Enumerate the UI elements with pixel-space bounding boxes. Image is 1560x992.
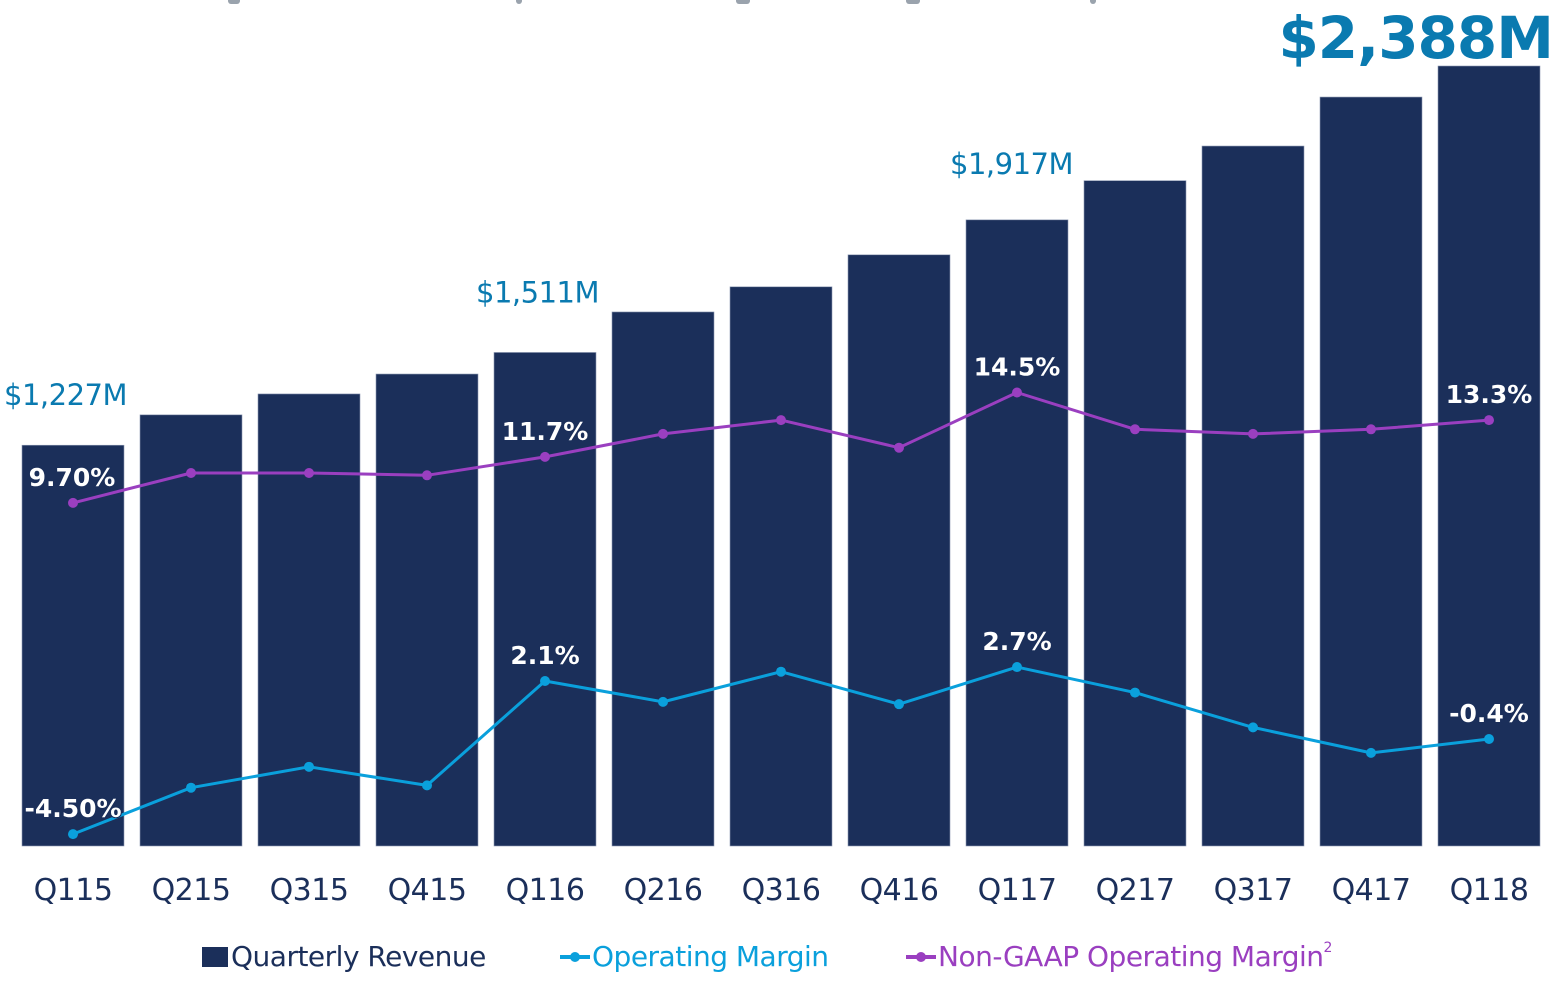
legend-item-non-gaap-operating-margin[interactable]: Non-GAAP Operating Margin2 [906,940,1332,973]
revenue-bar [729,286,833,847]
operating-margin-point [776,666,786,677]
legend: Quarterly Revenue Operating Margin Non-G… [0,940,1560,990]
revenue-annotation: $1,917M [950,147,1073,181]
title-fragment [736,0,750,4]
revenue-annotation: $1,227M [4,378,127,412]
non-gaap-margin-point [186,468,196,478]
non-gaap-margin-point [1248,428,1258,439]
operating-margin-annotation: 2.1% [510,641,579,670]
x-tick-label: Q116 [506,873,585,908]
legend-label: Quarterly Revenue [231,940,486,973]
non-gaap-annotation: 11.7% [502,417,589,446]
operating-margin-annotation: -0.4% [1449,699,1529,728]
annotations: $1,227M $1,511M $1,917M $2,388M 9.70% 11.7% 14… [4,4,1554,824]
operating-margin-annotation: 2.7% [982,627,1051,656]
revenue-annotation: $1,511M [476,275,599,309]
operating-margin-point [1366,747,1376,758]
non-gaap-annotation: 13.3% [1446,380,1533,409]
operating-margin-point [1012,662,1022,673]
revenue-bar [965,219,1069,847]
operating-margin-point [658,696,668,707]
non-gaap-margin-point [540,451,550,462]
non-gaap-margin-point [894,442,904,453]
revenue-margin-chart: $1,227M $1,511M $1,917M $2,388M 9.70% 11.7% 14… [4,4,1554,908]
x-tick-label: Q215 [152,873,231,908]
revenue-bar [21,444,125,847]
operating-margin-point [186,782,196,793]
legend-line-marker-icon [560,951,590,962]
title-fragment [228,0,240,4]
margin-lines [68,387,1494,840]
legend-label: Operating Margin [592,940,829,973]
legend-footnote-marker: 2 [1323,940,1333,956]
legend-item-quarterly-revenue[interactable]: Quarterly Revenue [202,940,486,973]
legend-item-operating-margin[interactable]: Operating Margin [560,940,829,973]
non-gaap-margin-point [776,415,786,426]
x-tick-label: Q217 [1096,873,1175,908]
x-tick-label: Q316 [742,873,821,908]
revenue-bar [1201,145,1305,847]
operating-margin-point [422,780,432,791]
x-tick-label: Q115 [34,873,113,908]
x-tick-label: Q216 [624,873,703,908]
operating-margin-point [304,761,314,772]
revenue-bars [21,65,1541,847]
non-gaap-margin-point [1484,415,1494,426]
revenue-bar [257,393,361,847]
operating-margin-point [540,675,550,686]
non-gaap-margin-point [422,470,432,481]
revenue-bar [493,352,597,847]
operating-margin-point [68,829,78,840]
title-fragment [1090,0,1096,4]
non-gaap-margin-point [68,497,78,508]
operating-margin-point [1248,722,1258,733]
x-tick-label: Q415 [388,873,467,908]
x-tick-label: Q417 [1332,873,1411,908]
non-gaap-margin-point [1012,387,1022,398]
operating-margin-annotation: -4.50% [24,794,121,823]
revenue-bar [139,414,243,847]
operating-margin-point [1130,687,1140,698]
x-axis-ticks: Q115 Q215 Q315 Q415 Q116 Q216 Q316 Q416 Q117 Q217… [34,873,1529,908]
title-fragment [516,0,522,4]
revenue-bar [1083,180,1187,847]
operating-margin-point [1484,733,1494,744]
non-gaap-annotation: 14.5% [974,353,1061,382]
non-gaap-margin-point [658,428,668,439]
revenue-bar [1319,96,1423,847]
x-tick-label: Q118 [1450,873,1529,908]
title-fragment [906,0,920,4]
x-tick-label: Q317 [1214,873,1293,908]
non-gaap-annotation: 9.70% [29,463,116,492]
legend-swatch-square-icon [202,946,228,967]
revenue-bar [1437,65,1541,847]
x-tick-label: Q117 [978,873,1057,908]
non-gaap-margin-point [304,468,314,478]
x-tick-label: Q416 [860,873,939,908]
non-gaap-margin-point [1130,424,1140,435]
legend-line-marker-icon [906,951,936,962]
revenue-bar [847,254,951,847]
revenue-annotation: $2,388M [1278,4,1553,72]
non-gaap-margin-point [1366,424,1376,435]
revenue-bar [611,311,715,847]
operating-margin-point [894,699,904,710]
x-tick-label: Q315 [270,873,349,908]
legend-label: Non-GAAP Operating Margin2 [938,940,1332,973]
revenue-bar [375,373,479,847]
